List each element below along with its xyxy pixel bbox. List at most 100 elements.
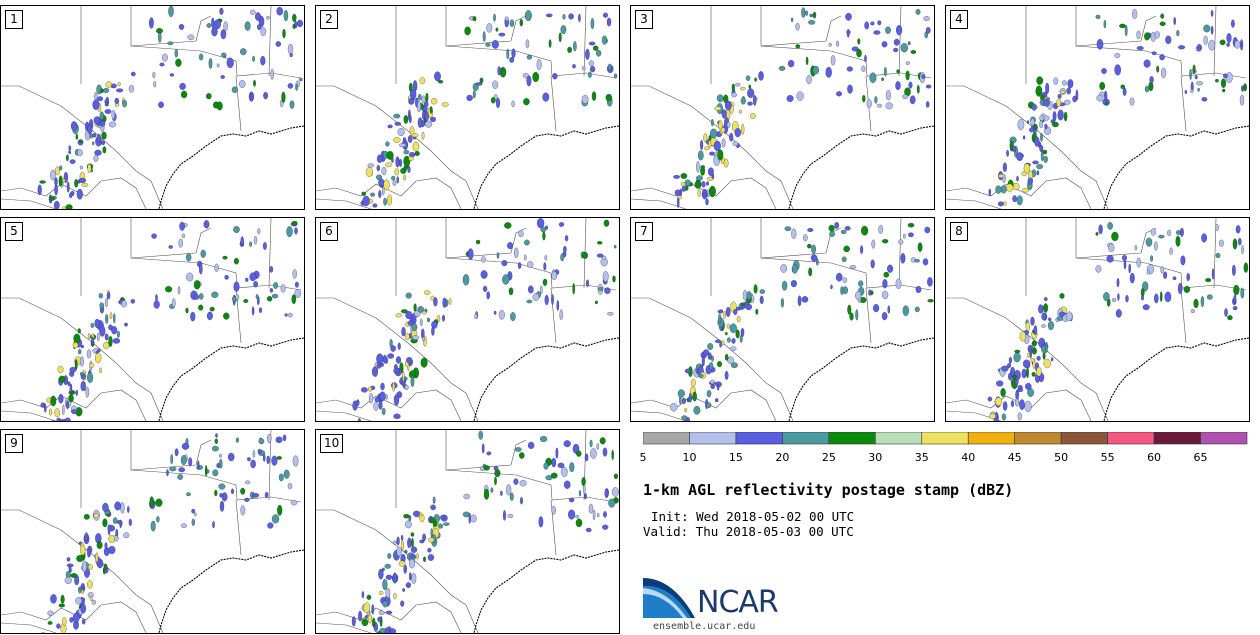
reflectivity-echo: [896, 69, 901, 74]
reflectivity-echo: [491, 40, 499, 49]
reflectivity-echo: [367, 163, 375, 168]
reflectivity-echo: [429, 106, 433, 114]
colorbar-bin: [689, 432, 737, 445]
reflectivity-echo: [263, 91, 268, 100]
reflectivity-echo: [707, 343, 714, 350]
reflectivity-echo: [149, 17, 154, 29]
map-panel-3: 3: [630, 5, 935, 210]
reflectivity-echo: [117, 82, 121, 87]
coastline: [473, 549, 619, 633]
reflectivity-echo: [381, 166, 387, 176]
reflectivity-echo: [849, 265, 857, 269]
reflectivity-echo: [235, 294, 240, 300]
reflectivity-echo: [1096, 38, 1104, 50]
reflectivity-echo: [101, 131, 107, 140]
reflectivity-echo: [204, 465, 208, 477]
reflectivity-echo: [504, 16, 509, 22]
reflectivity-echo: [836, 40, 840, 47]
reflectivity-echo: [1197, 87, 1200, 92]
colorbar-tick-label: 25: [821, 451, 836, 464]
reflectivity-echo: [730, 362, 738, 369]
reflectivity-echo: [105, 81, 112, 88]
reflectivity-echo: [700, 139, 704, 151]
reflectivity-echo: [883, 271, 890, 278]
reflectivity-echo: [902, 94, 909, 100]
reflectivity-echo: [438, 523, 444, 529]
reflectivity-echo: [508, 287, 514, 296]
reflectivity-echo: [611, 487, 619, 497]
reflectivity-echo: [376, 154, 383, 163]
reflectivity-echo: [717, 361, 722, 368]
reflectivity-echo: [357, 418, 361, 421]
reflectivity-echo: [191, 508, 196, 514]
reflectivity-echo: [180, 455, 187, 466]
reflectivity-echo: [723, 158, 729, 168]
reflectivity-echo: [178, 23, 185, 30]
reflectivity-echo: [828, 42, 832, 47]
reflectivity-echo: [1160, 265, 1164, 274]
reflectivity-echo: [1193, 298, 1199, 309]
reflectivity-echo: [249, 241, 252, 247]
reflectivity-echo: [378, 568, 384, 580]
reflectivity-echo: [151, 233, 157, 239]
reflectivity-echo: [219, 7, 224, 15]
reflectivity-echo: [1176, 230, 1181, 235]
reflectivity-echo: [227, 452, 235, 462]
reflectivity-echo: [597, 513, 600, 518]
reflectivity-echo: [855, 290, 862, 301]
reflectivity-echo: [69, 366, 77, 373]
reflectivity-echo: [167, 41, 174, 46]
reflectivity-echo: [112, 338, 121, 344]
reflectivity-echo: [585, 48, 590, 60]
reflectivity-echo: [198, 293, 204, 300]
reflectivity-echo: [433, 297, 438, 307]
state-boundary: [316, 509, 479, 633]
reflectivity-echo: [790, 280, 797, 288]
reflectivity-echo: [597, 241, 603, 245]
reflectivity-echo: [532, 293, 540, 301]
state-boundary: [316, 601, 462, 633]
reflectivity-echo: [1200, 296, 1205, 308]
reflectivity-echo: [233, 226, 240, 233]
reflectivity-echo: [102, 502, 109, 512]
reflectivity-echo: [394, 168, 400, 176]
reflectivity-echo: [881, 290, 889, 300]
reflectivity-echo: [387, 553, 392, 559]
reflectivity-echo: [130, 299, 135, 304]
reflectivity-echo: [1040, 149, 1044, 162]
reflectivity-echo: [596, 253, 604, 258]
reflectivity-echo: [551, 271, 558, 281]
reflectivity-echo: [738, 109, 743, 114]
reflectivity-echo: [73, 333, 81, 344]
reflectivity-echo: [221, 492, 228, 502]
reflectivity-echo: [80, 344, 84, 349]
colorbar-bin: [967, 432, 1015, 445]
reflectivity-echo: [1105, 102, 1109, 106]
reflectivity-echo: [424, 120, 433, 128]
reflectivity-echo: [874, 96, 878, 104]
reflectivity-echo: [680, 173, 688, 179]
reflectivity-echo: [292, 13, 297, 22]
reflectivity-echo: [702, 192, 708, 197]
reflectivity-echo: [538, 516, 544, 528]
reflectivity-echo: [395, 356, 402, 364]
reflectivity-echo: [87, 124, 93, 134]
reflectivity-echo: [1179, 227, 1184, 237]
reflectivity-echo: [710, 384, 715, 389]
reflectivity-echo: [734, 82, 741, 87]
reflectivity-echo: [780, 264, 788, 273]
reflectivity-echo: [417, 117, 423, 128]
reflectivity-echo: [251, 306, 255, 316]
reflectivity-echo: [400, 534, 404, 541]
reflectivity-echo: [74, 179, 79, 188]
reflectivity-echo: [389, 338, 393, 348]
website-url[interactable]: ensemble.ucar.edu: [653, 621, 756, 632]
state-boundary: [316, 297, 479, 421]
reflectivity-echo: [174, 49, 178, 58]
state-boundary: [445, 439, 527, 471]
reflectivity-echo: [76, 188, 83, 200]
reflectivity-echo: [393, 593, 397, 600]
reflectivity-echo: [736, 315, 741, 323]
reflectivity-echo: [784, 226, 792, 232]
reflectivity-echo: [568, 509, 576, 520]
